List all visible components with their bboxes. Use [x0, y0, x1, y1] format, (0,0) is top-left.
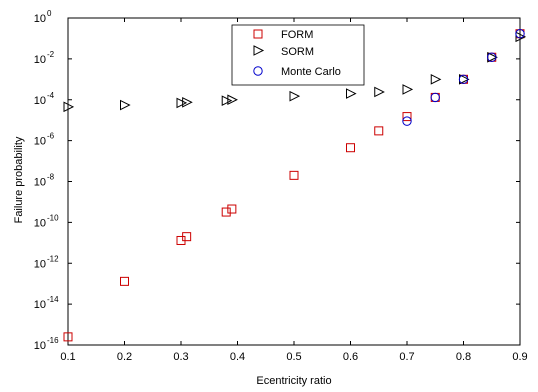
y-tick-base: 10: [34, 258, 46, 270]
data-point-sorm: [221, 95, 233, 106]
y-tick-base: 10: [34, 217, 46, 229]
x-tick-label: 0.9: [512, 351, 527, 363]
y-tick-exponent: -4: [47, 91, 55, 100]
x-tick-label: 0.4: [230, 351, 245, 363]
data-point-monte-carlo: [515, 29, 525, 39]
data-point-sorm: [515, 31, 527, 43]
y-tick-label: 10: [34, 340, 46, 352]
y-tick-base: 10: [34, 54, 46, 66]
legend-marker-monte-carlo: [253, 66, 263, 76]
y-tick-exponent: -14: [47, 295, 59, 304]
y-tick-label: 10: [34, 13, 46, 25]
y-tick-label: 10: [34, 177, 46, 189]
y-tick-base: 10: [34, 13, 46, 25]
y-tick-base: 10: [34, 340, 46, 352]
y-tick-exponent: -12: [47, 254, 59, 263]
data-point-monte-carlo: [458, 74, 469, 85]
data-point-monte-carlo: [487, 52, 497, 62]
data-point-sorm: [430, 74, 442, 85]
y-axis-label: Failure probability: [13, 136, 25, 223]
legend-label-monte-carlo: Monte Carlo: [281, 66, 341, 78]
data-point-sorm: [176, 97, 188, 109]
y-tick-exponent: 0: [47, 9, 52, 18]
legend-marker-form: [253, 29, 263, 39]
y-tick-label: 10: [34, 54, 46, 66]
data-point-form: [402, 112, 412, 122]
y-tick-exponent: -2: [47, 50, 55, 59]
data-point-form: [63, 332, 73, 342]
data-point-sorm: [346, 88, 357, 99]
data-point-form: [374, 126, 384, 136]
data-point-form: [120, 276, 129, 286]
x-tick-label: 0.1: [60, 351, 75, 363]
y-tick-exponent: -8: [47, 173, 55, 182]
legend: FORM SORM Monte Carlo: [231, 24, 365, 86]
x-tick-label: 0.3: [173, 351, 188, 363]
x-tick-label: 0.7: [399, 351, 414, 363]
legend-marker-sorm: [253, 45, 265, 56]
data-point-sorm: [227, 94, 238, 106]
y-tick-label: 10: [34, 217, 46, 229]
x-tick-label: 0.2: [117, 351, 132, 363]
data-point-form: [227, 204, 237, 214]
y-tick-label: 10: [34, 299, 46, 311]
data-point-form: [182, 232, 192, 242]
y-tick-base: 10: [34, 136, 46, 148]
y-tick-exponent: -10: [47, 213, 59, 222]
y-tick-base: 10: [34, 299, 46, 311]
legend-label-form: FORM: [281, 29, 313, 41]
y-tick-label: 10: [34, 258, 46, 270]
y-tick-base: 10: [34, 177, 46, 189]
data-point-form: [289, 170, 299, 180]
data-point-sorm: [374, 86, 385, 98]
x-tick-label: 0.5: [286, 351, 301, 363]
y-tick-base: 10: [34, 95, 46, 107]
x-tick-label: 0.8: [456, 351, 471, 363]
data-point-form: [221, 207, 231, 217]
data-point-monte-carlo: [430, 92, 440, 103]
y-tick-exponent: -6: [47, 132, 55, 141]
y-tick-label: 10: [34, 136, 46, 148]
x-tick-label: 0.6: [343, 351, 358, 363]
legend-label-sorm: SORM: [281, 46, 314, 58]
data-point-sorm: [402, 84, 414, 95]
y-tick-exponent: -16: [47, 336, 59, 345]
data-point-sorm: [289, 90, 301, 102]
y-tick-label: 10: [34, 95, 46, 107]
data-point-sorm: [182, 96, 193, 108]
data-point-monte-carlo: [402, 116, 412, 126]
data-point-form: [346, 143, 355, 153]
data-point-sorm: [120, 99, 131, 111]
x-axis-label: Ecentricity ratio: [256, 375, 331, 387]
data-point-sorm: [63, 101, 75, 113]
data-marks: [63, 29, 527, 342]
